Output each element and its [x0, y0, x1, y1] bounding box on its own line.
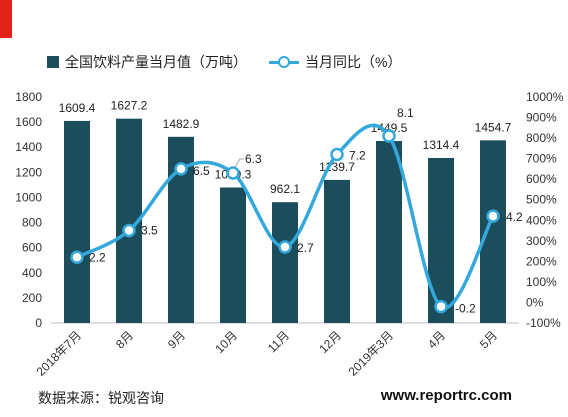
legend-line-swatch: [269, 56, 299, 68]
website-label: www.reportrc.com: [380, 387, 512, 404]
bar-value-label: 1454.7: [475, 120, 512, 134]
right-y-tick-label: 700%: [526, 152, 557, 166]
line-value-label: 4.2: [506, 210, 523, 224]
x-tick-label: 10月: [212, 328, 240, 356]
x-tick-label: 9月: [165, 328, 188, 351]
bar: [324, 179, 350, 323]
line-marker: [278, 240, 292, 254]
right-y-tick-label: -100%: [526, 316, 561, 330]
left-y-tick-label: 1200: [15, 165, 42, 179]
line-value-label: 2.2: [89, 250, 106, 264]
line-marker: [330, 147, 344, 162]
left-y-tick-label: 400: [22, 266, 42, 280]
line-marker: [122, 223, 136, 238]
left-y-tick-label: 200: [22, 291, 42, 305]
left-y-tick-label: 0: [35, 316, 42, 330]
x-tick-label: 8月: [113, 328, 136, 351]
left-y-tick-label: 1600: [15, 115, 42, 129]
bar-value-label: 1314.4: [423, 138, 460, 152]
legend-bar-swatch: [47, 56, 59, 68]
right-y-tick-label: 600%: [526, 172, 557, 186]
right-y-axis-ticks: -100% 0% 100% 200% 300% 400% 500% 600% 700% 800% 9…: [526, 90, 564, 330]
bar-value-label: 1609.4: [59, 101, 96, 115]
legend-bar-label: 全国饮料产量当月值（万吨）: [65, 54, 247, 70]
right-y-tick-label: 1000%: [526, 90, 564, 104]
right-y-tick-label: 400%: [526, 213, 557, 227]
bar: [428, 157, 454, 323]
bar-value-label: 962.1: [270, 182, 300, 196]
x-tick-label: 5月: [477, 328, 500, 351]
legend-line-marker: [278, 56, 290, 68]
line-data-labels: 2.2 3.5 6.5 6.3 2.7 7.2 8.1 -0.2 4.2: [89, 106, 523, 316]
line-value-label: 3.5: [141, 224, 158, 238]
x-axis-ticks: 2018年7月 8月 9月 10月 11月 12月 2019年3月 4月 5月: [34, 328, 500, 378]
line-marker: [382, 129, 396, 143]
label-leader-line: [234, 158, 244, 168]
x-tick-label: 11月: [265, 328, 292, 355]
legend-line-label: 当月同比（%）: [305, 54, 402, 70]
line-marker: [486, 209, 500, 223]
x-tick-label: 2019年3月: [346, 328, 396, 378]
bar-value-label: 1627.2: [111, 99, 148, 113]
line-marker: [226, 166, 240, 180]
bar-value-label: 1449.5: [371, 121, 408, 135]
x-tick-label: 12月: [316, 328, 344, 356]
right-y-tick-label: 900%: [526, 111, 557, 125]
right-y-tick-label: 100%: [526, 275, 557, 289]
bar: [376, 141, 402, 323]
x-tick-label: 4月: [425, 328, 448, 351]
line-markers: [70, 129, 500, 314]
legend: 全国饮料产量当月值（万吨） 当月同比（%）: [47, 52, 401, 72]
yoy-line: [76, 123, 495, 310]
line-value-label: -0.2: [455, 302, 476, 316]
left-y-tick-label: 800: [22, 216, 42, 230]
line-value-label: 6.3: [245, 152, 262, 166]
bar: [480, 140, 506, 323]
line-value-label: 2.7: [297, 241, 314, 255]
left-y-tick-label: 600: [22, 241, 42, 255]
line-series: [76, 123, 495, 310]
line-marker: [174, 162, 188, 176]
bar: [272, 202, 298, 323]
bar: [220, 187, 246, 323]
bar-series: [64, 118, 506, 324]
data-source-note: 数据来源：锐观咨询: [38, 390, 164, 406]
red-corner-accent: [0, 0, 12, 38]
left-y-tick-label: 1400: [15, 140, 42, 154]
bar: [64, 120, 90, 324]
line-marker: [434, 299, 448, 314]
left-y-axis-ticks: 0 200 400 600 800 1000 1200 1400 1600 1800: [15, 90, 42, 330]
line-marker: [70, 250, 84, 265]
line-value-label: 8.1: [397, 106, 414, 120]
right-y-tick-label: 200%: [526, 254, 557, 268]
left-y-tick-label: 1000: [15, 190, 42, 204]
right-y-tick-label: 500%: [526, 193, 557, 207]
line-value-label: 6.5: [193, 164, 210, 178]
right-y-tick-label: 300%: [526, 234, 557, 248]
right-y-tick-label: 0%: [526, 295, 544, 309]
left-y-tick-label: 1800: [15, 90, 42, 104]
x-tick-label: 2018年7月: [34, 328, 84, 378]
right-y-tick-label: 800%: [526, 131, 557, 145]
line-value-label: 7.2: [349, 149, 366, 163]
bar-value-label: 1482.9: [163, 117, 200, 131]
